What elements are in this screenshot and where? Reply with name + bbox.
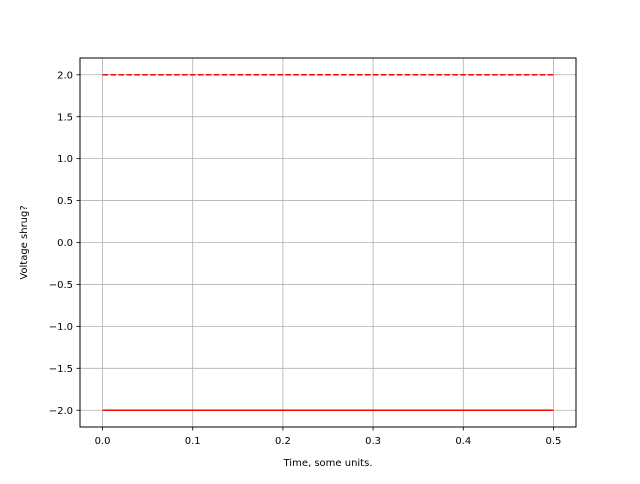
x-tick-label: 0.3 [365,436,381,447]
x-tick-label: 0.1 [185,436,201,447]
x-tick-label: 0.2 [275,436,291,447]
y-axis-label: Voltage shrug? [19,205,30,279]
y-tick-label: 1.5 [57,112,73,123]
y-tick-label: 1.0 [57,154,73,165]
y-tick-label: 0.0 [57,238,73,249]
y-ticks: −2.0 −1.5 −1.0 −0.5 0.0 0.5 1.0 1.5 2.0 [49,70,80,417]
y-tick-label: −2.0 [49,406,73,417]
x-axis-label: Time, some units. [283,458,373,469]
y-tick-label: −0.5 [49,280,73,291]
y-tick-label: −1.0 [49,322,73,333]
y-tick-label: 2.0 [57,70,73,81]
x-tick-label: 0.4 [455,436,471,447]
grid [80,58,576,427]
x-ticks: 0.0 0.1 0.2 0.3 0.4 0.5 [95,427,562,447]
x-tick-label: 0.5 [546,436,562,447]
series-group [102,74,554,411]
x-tick-label: 0.0 [95,436,111,447]
y-tick-label: −1.5 [49,364,73,375]
y-tick-label: 0.5 [57,196,73,207]
